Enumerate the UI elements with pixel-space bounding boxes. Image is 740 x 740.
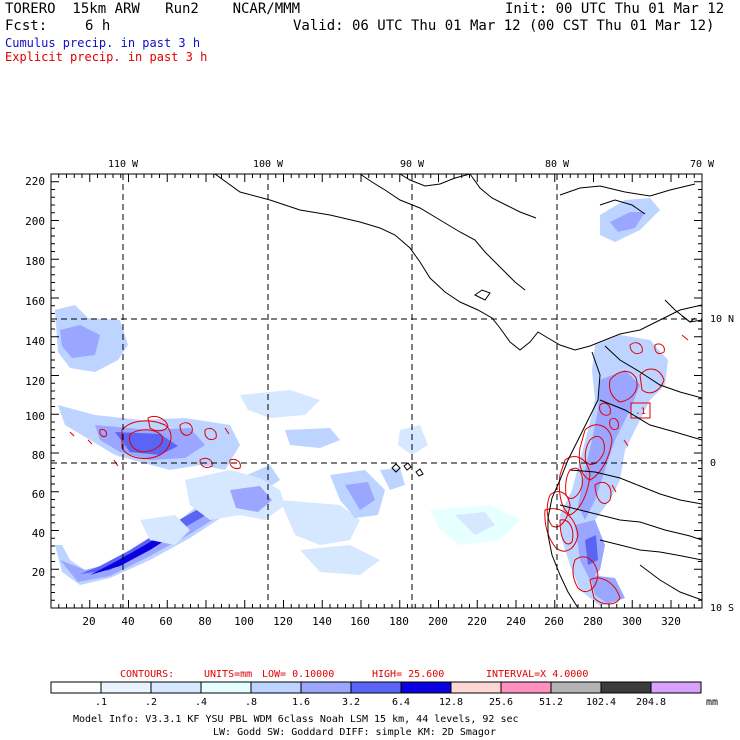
contours-high: HIGH= 25.600 <box>372 669 444 680</box>
y-tick-label: 20 <box>32 566 45 579</box>
model-info: Model Info: V3.3.1 KF YSU PBL WDM 6class… <box>73 714 519 725</box>
colorbar-cell <box>400 681 452 694</box>
x-axis-labels: 20 40 60 80 100 120 140 160 180 200 220 … <box>82 615 681 628</box>
physics-info: LW: Godd SW: Goddard DIFF: simple KM: 2D… <box>213 727 496 738</box>
colorbar-label: 51.2 <box>539 697 563 708</box>
y-tick-label: 160 <box>25 295 45 308</box>
colorbar-cell <box>500 681 552 694</box>
colorbar-label: 102.4 <box>586 697 616 708</box>
footer: Model Info: V3.3.1 KF YSU PBL WDM 6class… <box>73 714 519 738</box>
colorbar-unit: mm <box>706 697 718 708</box>
x-tick-label: 320 <box>661 615 681 628</box>
graticule <box>51 174 702 608</box>
colorbar-cell <box>250 681 302 694</box>
y-tick-label: 40 <box>32 527 45 540</box>
contours-units: UNITS=mm <box>204 669 252 680</box>
x-tick-label: 260 <box>544 615 564 628</box>
x-tick-label: 200 <box>428 615 448 628</box>
colorbar-cell <box>300 681 352 694</box>
colorbar-label: 204.8 <box>636 697 666 708</box>
x-tick-label: 240 <box>506 615 526 628</box>
colorbar-cell <box>200 681 252 694</box>
lon-label: 80 W <box>545 159 570 170</box>
lon-label: 110 W <box>108 159 139 170</box>
fcst-label: Fcst: <box>5 18 48 34</box>
colorbar-cell <box>50 681 102 694</box>
colorbar-cell <box>600 681 652 694</box>
lat-label: 0 <box>710 458 716 469</box>
lon-label: 100 W <box>253 159 284 170</box>
colorbar-cell <box>550 681 602 694</box>
colorbar-label: 12.8 <box>439 697 463 708</box>
longitude-labels: 110 W 100 W 90 W 80 W 70 W <box>108 159 715 170</box>
lat-label: 10 S <box>710 603 734 614</box>
contours-interval: INTERVAL=X 4.0000 <box>486 669 588 680</box>
colorbar-labels: .1 .2 .4 .8 1.6 3.2 6.4 12.8 25.6 51.2 1… <box>95 697 718 708</box>
lon-label: 70 W <box>690 159 715 170</box>
coastlines <box>214 174 702 608</box>
colorbar-cell <box>100 681 152 694</box>
x-tick-label: 280 <box>583 615 603 628</box>
y-tick-label: 200 <box>25 215 45 228</box>
y-tick-label: 140 <box>25 335 45 348</box>
lat-label: 10 N <box>710 314 734 325</box>
lon-label: 90 W <box>400 159 425 170</box>
axis-ticks <box>51 174 702 608</box>
y-tick-label: 120 <box>25 375 45 388</box>
precip-shading <box>55 198 668 606</box>
x-tick-label: 120 <box>273 615 293 628</box>
y-tick-label: 220 <box>25 175 45 188</box>
y-tick-label: 60 <box>32 488 45 501</box>
x-tick-label: 300 <box>622 615 642 628</box>
colorbar-label: .1 <box>95 697 107 708</box>
colorbar-label: 3.2 <box>342 697 360 708</box>
x-tick-label: 160 <box>350 615 370 628</box>
colorbar-cell <box>450 681 502 694</box>
y-tick-label: 180 <box>25 255 45 268</box>
colorbar-label: .4 <box>195 697 207 708</box>
colorbar-cell <box>350 681 402 694</box>
explicit-precip-line: Explicit precip. in past 3 h <box>5 50 208 64</box>
x-tick-label: 60 <box>159 615 172 628</box>
cumulus-precip-line: Cumulus precip. in past 3 h <box>5 36 201 50</box>
colorbar-label: 25.6 <box>489 697 513 708</box>
contours-label: CONTOURS: <box>120 669 174 680</box>
x-tick-label: 20 <box>82 615 95 628</box>
x-tick-label: 140 <box>312 615 332 628</box>
y-axis-labels: 220 200 180 160 140 120 100 80 60 40 20 <box>25 175 45 579</box>
x-tick-label: 180 <box>389 615 409 628</box>
colorbar-label: 1.6 <box>292 697 310 708</box>
colorbar-cell <box>650 681 702 694</box>
max-value-label: .1 <box>635 407 646 417</box>
colorbar-cell <box>150 681 202 694</box>
header-title: TORERO 15km ARW Run2 NCAR/MMM <box>5 1 301 17</box>
x-tick-label: 40 <box>121 615 134 628</box>
colorbar-label: 6.4 <box>392 697 410 708</box>
y-tick-label: 100 <box>25 410 45 423</box>
x-tick-label: 220 <box>467 615 487 628</box>
contour-info: CONTOURS: UNITS=mm LOW= 0.10000 HIGH= 25… <box>120 669 588 680</box>
colorbar <box>50 681 702 694</box>
contours-low: LOW= 0.10000 <box>262 669 334 680</box>
latitude-labels: 10 N 0 10 S <box>710 314 734 614</box>
x-tick-label: 100 <box>234 615 254 628</box>
explicit-precip-contours <box>69 334 689 605</box>
y-tick-label: 80 <box>32 449 45 462</box>
fcst-value: 6 h <box>85 18 111 34</box>
colorbar-label: .2 <box>145 697 157 708</box>
valid-time: Valid: 06 UTC Thu 01 Mar 12 (00 CST Thu … <box>293 18 715 34</box>
init-time: Init: 00 UTC Thu 01 Mar 12 <box>505 1 725 17</box>
colorbar-label: .8 <box>245 697 257 708</box>
x-tick-label: 80 <box>198 615 211 628</box>
